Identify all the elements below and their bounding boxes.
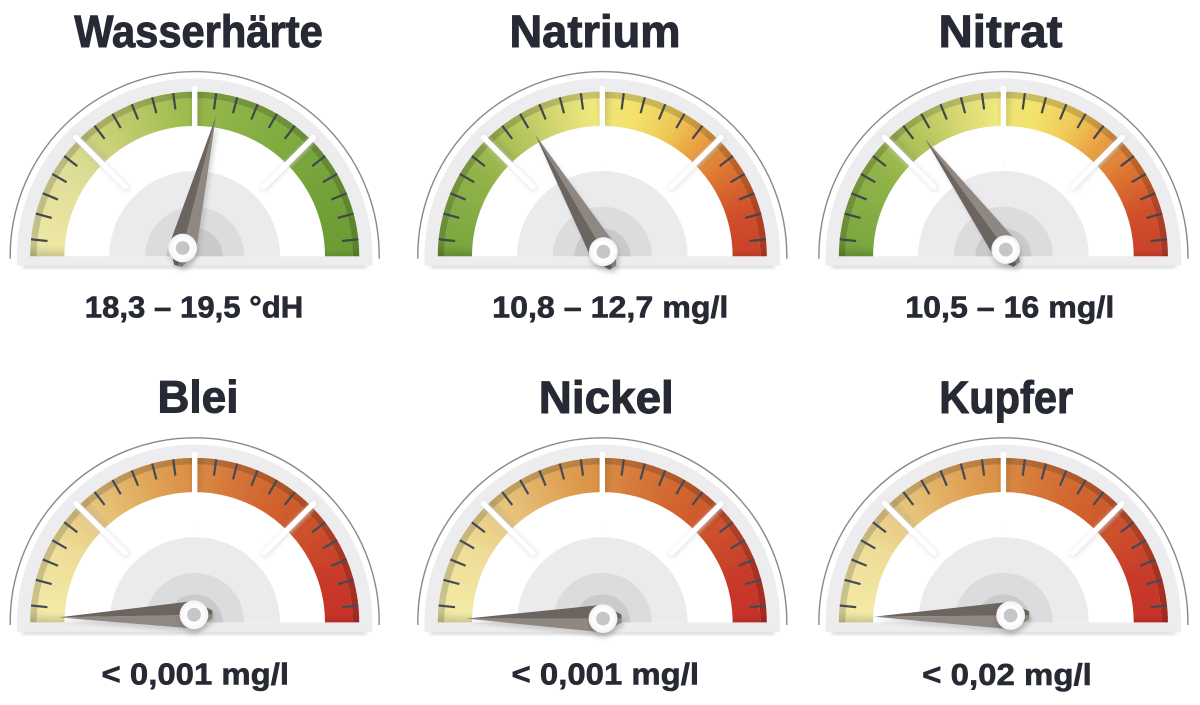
svg-text:10,5 – 16 mg/l: 10,5 – 16 mg/l (905, 291, 1114, 325)
svg-text:< 0,02 mg/l: < 0,02 mg/l (922, 658, 1092, 692)
svg-text:Kupfer: Kupfer (939, 372, 1073, 423)
svg-text:< 0,001 mg/l: < 0,001 mg/l (102, 657, 290, 691)
svg-text:10,8 – 12,7 mg/l: 10,8 – 12,7 mg/l (492, 291, 728, 325)
svg-text:Nitrat: Nitrat (939, 6, 1063, 57)
svg-text:18,3 – 19,5 °dH: 18,3 – 19,5 °dH (85, 291, 304, 325)
svg-text:Blei: Blei (158, 372, 239, 423)
svg-text:Nickel: Nickel (539, 372, 674, 423)
svg-text:< 0,001 mg/l: < 0,001 mg/l (512, 657, 700, 691)
svg-text:Wasserhärte: Wasserhärte (74, 6, 323, 57)
svg-text:Natrium: Natrium (510, 6, 681, 57)
